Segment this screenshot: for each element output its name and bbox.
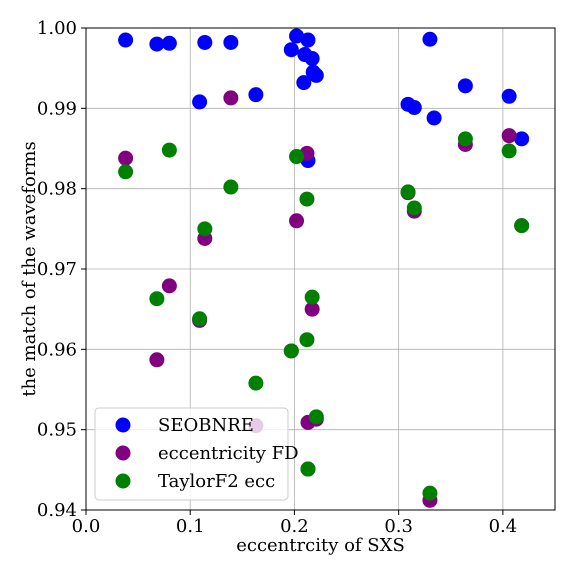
point-series-0 bbox=[223, 34, 239, 50]
point-series-2 bbox=[400, 184, 416, 200]
point-series-2 bbox=[283, 343, 299, 359]
legend-label-eccentricity-fd: eccentricity FD bbox=[158, 443, 299, 464]
legend-marker-eccentricity-fd bbox=[115, 445, 131, 461]
point-series-2 bbox=[308, 409, 324, 425]
point-series-0 bbox=[514, 131, 530, 147]
x-tick-label: 0.3 bbox=[384, 516, 413, 537]
x-tick-label: 0.0 bbox=[72, 516, 101, 537]
legend-label-taylorf2-ecc: TaylorF2 ecc bbox=[158, 471, 275, 492]
point-series-2 bbox=[422, 485, 438, 501]
point-series-0 bbox=[457, 78, 473, 94]
y-tick-label: 0.97 bbox=[37, 259, 77, 280]
y-tick-label: 0.95 bbox=[37, 420, 77, 441]
y-tick-label: 0.96 bbox=[37, 339, 77, 360]
point-series-1 bbox=[223, 90, 239, 106]
point-series-0 bbox=[283, 42, 299, 58]
point-series-1 bbox=[304, 301, 320, 317]
data-points bbox=[118, 28, 530, 508]
point-series-2 bbox=[406, 200, 422, 216]
y-tick-label: 1.00 bbox=[37, 18, 77, 39]
point-series-2 bbox=[501, 143, 517, 159]
point-series-0 bbox=[161, 35, 177, 51]
point-series-0 bbox=[300, 32, 316, 48]
point-series-0 bbox=[406, 100, 422, 116]
legend-marker-seobnre bbox=[115, 417, 131, 433]
legend: SEOBNRE eccentricity FD TaylorF2 ecc bbox=[94, 407, 299, 501]
legend-box bbox=[94, 407, 289, 501]
x-axis-label: eccentrcity of SXS bbox=[236, 535, 405, 556]
point-series-1 bbox=[161, 278, 177, 294]
point-series-2 bbox=[514, 218, 530, 234]
point-series-1 bbox=[289, 213, 305, 229]
legend-label-seobnre: SEOBNRE bbox=[158, 415, 254, 436]
point-series-2 bbox=[197, 221, 213, 237]
point-series-2 bbox=[289, 149, 305, 165]
axis-ticks: 0.0 0.1 0.2 0.3 0.4 0.94 0.95 0.96 0.97 0.98 0.99 1… bbox=[37, 18, 517, 537]
point-series-1 bbox=[118, 150, 134, 166]
y-axis-label: the match of the waveforms bbox=[19, 141, 40, 396]
point-series-2 bbox=[192, 311, 208, 327]
point-series-0 bbox=[296, 75, 312, 91]
point-series-2 bbox=[118, 164, 134, 180]
point-series-2 bbox=[161, 142, 177, 158]
point-series-2 bbox=[248, 375, 264, 391]
y-tick-label: 0.99 bbox=[37, 98, 77, 119]
point-series-0 bbox=[149, 36, 165, 52]
point-series-2 bbox=[304, 289, 320, 305]
legend-marker-taylorf2-ecc bbox=[115, 473, 131, 489]
point-series-2 bbox=[300, 461, 316, 477]
y-tick-label: 0.94 bbox=[37, 500, 77, 521]
point-series-2 bbox=[299, 191, 315, 207]
point-series-2 bbox=[149, 291, 165, 307]
point-series-1 bbox=[501, 128, 517, 144]
y-tick-label: 0.98 bbox=[37, 179, 77, 200]
point-series-0 bbox=[304, 51, 320, 67]
point-series-2 bbox=[299, 332, 315, 348]
point-series-2 bbox=[223, 179, 239, 195]
point-series-0 bbox=[426, 110, 442, 126]
x-tick-label: 0.4 bbox=[489, 516, 518, 537]
point-series-0 bbox=[289, 28, 305, 44]
point-series-0 bbox=[248, 87, 264, 103]
point-series-2 bbox=[457, 131, 473, 147]
point-series-0 bbox=[501, 88, 517, 104]
point-series-1 bbox=[149, 352, 165, 368]
point-series-0 bbox=[197, 34, 213, 50]
point-series-0 bbox=[118, 32, 134, 48]
point-series-0 bbox=[192, 94, 208, 110]
x-tick-label: 0.2 bbox=[280, 516, 309, 537]
x-tick-label: 0.1 bbox=[176, 516, 205, 537]
point-series-0 bbox=[422, 31, 438, 47]
point-series-0 bbox=[308, 67, 324, 83]
